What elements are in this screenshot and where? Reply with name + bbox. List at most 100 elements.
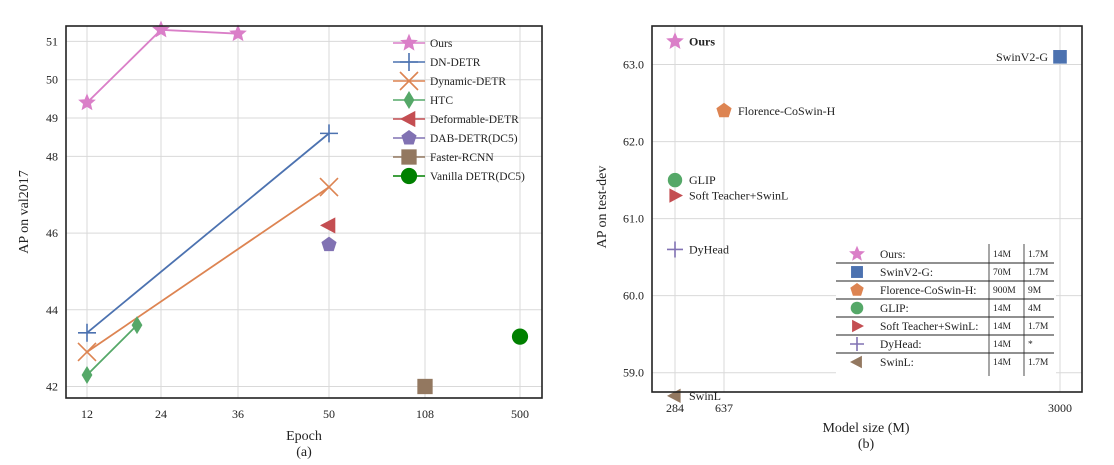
point-soft-teacher-swinl: Soft Teacher+SwinL: [669, 188, 788, 203]
legend-marker: [400, 110, 416, 128]
chart-a-xtick: 24: [155, 407, 167, 421]
series-dn-detr: [78, 124, 338, 342]
point-ours: [78, 93, 96, 111]
chart-a-xtick: 108: [416, 407, 434, 421]
series-ours: [78, 20, 247, 111]
chart-b-xlabel: Model size (M): [822, 421, 909, 436]
point-dn-detr: [320, 124, 338, 143]
point-dn-detr: [78, 323, 96, 342]
legend-marker: [850, 301, 864, 315]
legend-marker: [850, 337, 864, 351]
legend-marker: [403, 91, 415, 109]
marker-dyhead: [667, 241, 683, 258]
chart-a-xtick: 12: [81, 407, 93, 421]
legend-label: HTC: [430, 95, 453, 107]
series-line-dynamic-detr: [86, 186, 330, 353]
point-dyhead: DyHead: [667, 241, 729, 258]
legend-row-florence-coswin-h: Florence-CoSwin-H: 900M 9M: [836, 283, 1054, 300]
chart-b-caption: (b): [858, 437, 875, 452]
series-htc: [81, 316, 143, 384]
legend-marker: [401, 130, 417, 145]
legend-name: Ours:: [880, 249, 906, 261]
legend-item-deformable-detr: Deformable-DETR: [393, 110, 519, 128]
chart-a-frame: [65, 25, 543, 399]
chart-a-ytick: 51: [46, 34, 58, 48]
legend-col1: 70M: [993, 268, 1012, 278]
chart-a-ytick: 50: [46, 73, 58, 87]
point-label: SwinV2-G: [996, 50, 1048, 64]
legend-label: Dynamic-DETR: [430, 76, 506, 88]
legend-col2: 1.7M: [1028, 268, 1049, 278]
point-label: GLIP: [689, 173, 716, 187]
chart-a-ytick: 46: [46, 226, 58, 240]
chart-b-frame: [651, 25, 1083, 393]
legend-name: Florence-CoSwin-H:: [880, 285, 976, 297]
chart-b: Ours SwinV2-G Florence-CoSwin-H GLIP Soft Te…: [595, 25, 1083, 452]
legend-col1: 14M: [993, 250, 1012, 260]
legend-marker: [852, 319, 864, 333]
legend-col1: 14M: [993, 340, 1012, 350]
chart-b-ytick: 63.0: [623, 58, 644, 72]
legend-col2: 9M: [1028, 286, 1042, 296]
chart-a-xtick: 36: [232, 407, 244, 421]
legend-label: Ours: [430, 38, 453, 50]
chart-b-ytick: 60.0: [623, 289, 644, 303]
chart-a-legend: Ours DN-DETR Dynamic-DETR HTC Deformable-DET…: [393, 33, 525, 185]
legend-label: DN-DETR: [430, 57, 481, 69]
point-faster-rcnn: [417, 378, 433, 395]
point-label: Soft Teacher+SwinL: [689, 189, 788, 203]
legend-row-swinl: SwinL: 14M 1.7M: [850, 355, 1049, 369]
legend-marker: [850, 283, 864, 296]
chart-b-xtick: 284: [666, 401, 684, 415]
legend-table-bg: [836, 244, 1056, 376]
legend-name: SwinL:: [880, 357, 914, 369]
legend-marker: [849, 245, 865, 261]
chart-a-ytick: 42: [46, 379, 58, 393]
legend-item-vanilla-detr-dc5: Vanilla DETR(DC5): [393, 167, 525, 185]
point-label: Ours: [689, 34, 715, 48]
legend-label: Faster-RCNN: [430, 152, 494, 164]
chart-b-ytick: 59.0: [623, 366, 644, 380]
chart-a-ytick: 44: [46, 303, 58, 317]
marker-swinv2-g: [1053, 50, 1067, 64]
marker-ours: [666, 32, 684, 49]
point-label: Florence-CoSwin-H: [738, 104, 836, 118]
legend-col2: 1.7M: [1028, 322, 1049, 332]
point-dynamic-detr: [77, 342, 97, 362]
legend-row-swinv2-g: SwinV2-G: 70M 1.7M: [836, 266, 1054, 282]
point-florence-coswin-h: Florence-CoSwin-H: [716, 102, 836, 118]
legend-item-faster-rcnn: Faster-RCNN: [393, 149, 494, 165]
chart-a-ytick: 48: [46, 149, 58, 163]
legend-name: GLIP:: [880, 303, 909, 315]
point-glip: GLIP: [667, 172, 716, 188]
legend-row-glip: GLIP: 14M 4M: [836, 301, 1054, 318]
point-dab-detr-dc5: [321, 236, 337, 252]
point-dynamic-detr: [319, 177, 339, 197]
legend-name: DyHead:: [880, 339, 922, 351]
legend-col1: 900M: [993, 286, 1016, 296]
series-dab-detr-dc5: [321, 236, 337, 252]
chart-b-legend-table: Ours: 14M 1.7M SwinV2-G: 70M 1.7M Florence-CoS…: [836, 244, 1056, 376]
legend-name: SwinV2-G:: [880, 267, 933, 279]
point-htc: [81, 365, 93, 384]
chart-b-ytick: 62.0: [623, 135, 644, 149]
series-line-htc: [86, 324, 138, 376]
chart-a-caption: (a): [296, 445, 312, 460]
legend-marker: [400, 53, 418, 71]
legend-name: Soft Teacher+SwinL:: [880, 321, 978, 333]
legend-col2: 1.7M: [1028, 250, 1049, 260]
legend-col2: *: [1028, 340, 1033, 350]
legend-marker: [400, 167, 418, 185]
legend-item-htc: HTC: [393, 91, 453, 109]
chart-a-plot-area: [66, 26, 542, 398]
series-deformable-detr: [320, 217, 336, 234]
legend-marker: [400, 33, 418, 51]
point-ours: [229, 24, 247, 42]
chart-a-xlabel: Epoch: [286, 429, 322, 444]
legend-marker: [851, 266, 863, 278]
legend-col1: 14M: [993, 358, 1012, 368]
series-faster-rcnn: [417, 378, 433, 395]
legend-row-dyhead: DyHead: 14M *: [836, 337, 1054, 354]
chart-a-ylabel: AP on val2017: [17, 170, 32, 253]
